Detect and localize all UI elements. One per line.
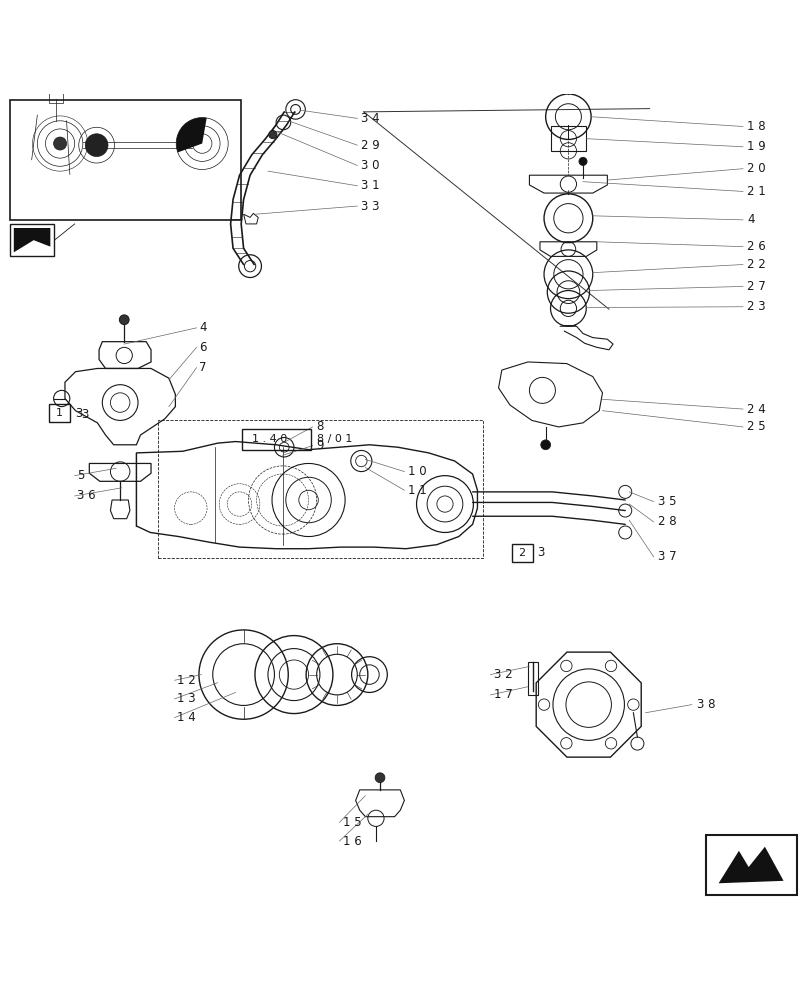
Bar [10, 224, 54, 256]
Circle shape [564, 72, 572, 80]
Text: 3 4: 3 4 [361, 112, 380, 125]
Bar [158, 420, 483, 558]
Text: 3: 3 [75, 407, 82, 420]
Circle shape [119, 315, 129, 325]
Text: 1 1: 1 1 [407, 484, 426, 497]
Text: 3: 3 [81, 408, 88, 421]
Text: 1 8: 1 8 [746, 120, 765, 133]
Text: 2 3: 2 3 [746, 300, 765, 313]
Bar [242, 429, 311, 450]
Text: 1: 1 [56, 408, 62, 418]
Wedge shape [176, 118, 207, 152]
Circle shape [268, 131, 277, 139]
Text: 3 6: 3 6 [77, 489, 96, 502]
Text: 3 2: 3 2 [493, 668, 512, 681]
Bar [550, 126, 586, 151]
Text: 7: 7 [199, 361, 206, 374]
Text: 2: 2 [518, 548, 525, 558]
Bar [511, 544, 532, 562]
Text: 3 1: 3 1 [361, 179, 380, 192]
Bar [10, 100, 241, 220]
Text: 3 0: 3 0 [361, 159, 380, 172]
Text: 6: 6 [199, 341, 206, 354]
Text: 1 4: 1 4 [177, 711, 195, 724]
Text: 3 5: 3 5 [657, 495, 676, 508]
Bar [49, 404, 70, 422]
Circle shape [54, 137, 67, 150]
Text: 3 7: 3 7 [657, 550, 676, 563]
Bar [527, 662, 537, 695]
Bar [706, 835, 796, 895]
Text: 1 5: 1 5 [342, 816, 361, 829]
Text: 2 9: 2 9 [361, 139, 380, 152]
Polygon shape [14, 228, 50, 252]
Text: 2 0: 2 0 [746, 162, 765, 175]
Text: 3 8: 3 8 [696, 698, 714, 711]
Text: 1 7: 1 7 [493, 688, 512, 701]
Text: 1 . 4 0: 1 . 4 0 [251, 434, 287, 444]
Circle shape [540, 440, 550, 450]
Text: 8: 8 [316, 420, 324, 433]
Polygon shape [718, 847, 783, 883]
Text: 2 4: 2 4 [746, 403, 765, 416]
Text: 8 / 0 1: 8 / 0 1 [317, 434, 353, 444]
Text: 1 9: 1 9 [746, 140, 765, 153]
Text: 2 1: 2 1 [746, 185, 765, 198]
Circle shape [375, 773, 384, 783]
Text: 2 5: 2 5 [746, 420, 765, 433]
Bar [49, 87, 63, 103]
Text: 2 7: 2 7 [746, 280, 765, 293]
Circle shape [578, 157, 586, 165]
Text: 2 8: 2 8 [657, 515, 676, 528]
Text: 4: 4 [199, 321, 206, 334]
Text: 1 3: 1 3 [177, 692, 195, 705]
Text: 2 2: 2 2 [746, 258, 765, 271]
Text: 5: 5 [77, 469, 84, 482]
Text: 9: 9 [316, 439, 324, 452]
Text: 4: 4 [746, 213, 753, 226]
Text: 3 3: 3 3 [361, 200, 380, 213]
Text: 3: 3 [537, 546, 544, 559]
Text: 2 6: 2 6 [746, 240, 765, 253]
Text: 1 6: 1 6 [342, 835, 361, 848]
Text: 1 0: 1 0 [407, 465, 426, 478]
Circle shape [85, 134, 108, 157]
Text: 1 2: 1 2 [177, 674, 195, 687]
